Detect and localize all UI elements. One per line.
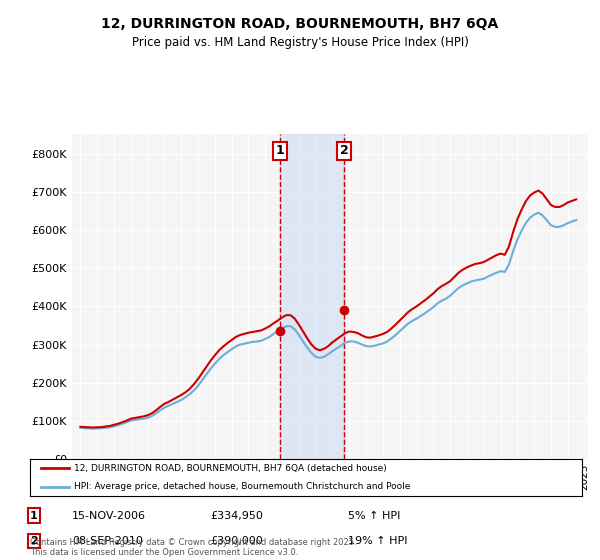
Text: 12, DURRINGTON ROAD, BOURNEMOUTH, BH7 6QA: 12, DURRINGTON ROAD, BOURNEMOUTH, BH7 6Q…	[101, 17, 499, 31]
Text: 15-NOV-2006: 15-NOV-2006	[72, 511, 146, 521]
Text: 12, DURRINGTON ROAD, BOURNEMOUTH, BH7 6QA (detached house): 12, DURRINGTON ROAD, BOURNEMOUTH, BH7 6Q…	[74, 464, 387, 473]
Text: £390,000: £390,000	[210, 536, 263, 546]
Text: 2: 2	[340, 144, 349, 157]
Text: Price paid vs. HM Land Registry's House Price Index (HPI): Price paid vs. HM Land Registry's House …	[131, 36, 469, 49]
Text: 1: 1	[275, 144, 284, 157]
Text: 5% ↑ HPI: 5% ↑ HPI	[348, 511, 400, 521]
Bar	[280, 134, 344, 459]
Text: 19% ↑ HPI: 19% ↑ HPI	[348, 536, 407, 546]
Text: Contains HM Land Registry data © Crown copyright and database right 2025.
This d: Contains HM Land Registry data © Crown c…	[30, 538, 356, 557]
Text: 1: 1	[30, 511, 38, 521]
Text: £334,950: £334,950	[210, 511, 263, 521]
Text: 08-SEP-2010: 08-SEP-2010	[72, 536, 143, 546]
Text: HPI: Average price, detached house, Bournemouth Christchurch and Poole: HPI: Average price, detached house, Bour…	[74, 482, 410, 491]
Text: 2: 2	[30, 536, 38, 546]
